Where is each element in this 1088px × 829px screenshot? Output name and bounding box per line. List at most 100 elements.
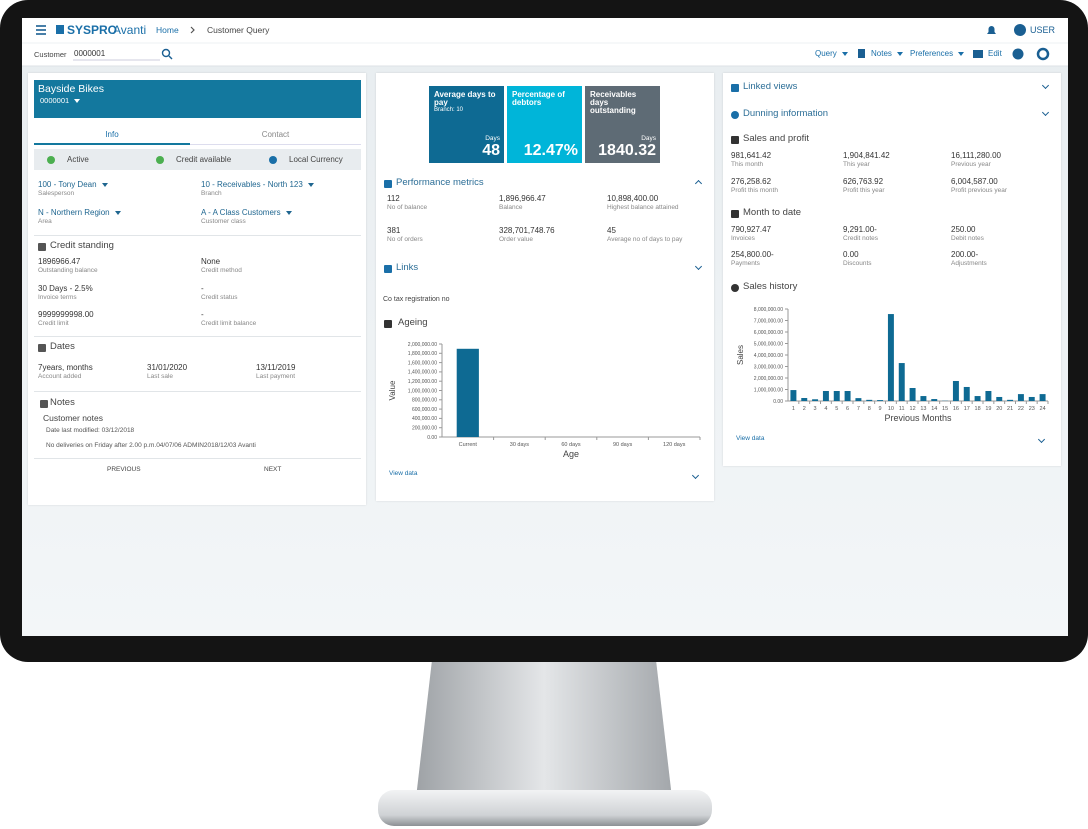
help-icon[interactable] xyxy=(1012,48,1024,60)
field-value: 0.00 xyxy=(843,250,859,259)
field-label: This year xyxy=(843,161,870,168)
field-label: Adjustments xyxy=(951,260,987,267)
user-name[interactable]: USER xyxy=(1030,25,1056,35)
y-tick-label: 6,000,000.00 xyxy=(754,330,783,336)
section-title[interactable]: Linked views xyxy=(743,81,798,92)
view-data[interactable]: View data xyxy=(389,470,418,477)
icon xyxy=(731,210,739,218)
menu-item[interactable]: Preferences xyxy=(910,49,964,58)
field-value: 30 Days - 2.5% xyxy=(38,284,93,293)
icon xyxy=(156,156,164,164)
y-tick-label: 1,600,000.00 xyxy=(408,360,437,366)
field-label: No of orders xyxy=(387,236,423,243)
y-tick-label: 4,000,000.00 xyxy=(754,353,783,359)
x-tick-label: 19 xyxy=(985,406,991,412)
section-title[interactable]: Dunning information xyxy=(743,108,829,119)
kpi-value: 12.47% xyxy=(523,142,578,159)
field-value: 10,898,400.00 xyxy=(607,194,659,203)
prev-button[interactable]: PREVIOUS xyxy=(107,466,141,473)
links-text: Co tax registration no xyxy=(383,296,450,303)
x-tick-label: 23 xyxy=(1029,406,1035,412)
x-tick-label: 2 xyxy=(803,406,806,412)
y-tick-label: 600,000.00 xyxy=(412,407,437,413)
field-value: 200.00- xyxy=(951,250,979,259)
field-label: Profit this year xyxy=(843,187,885,194)
x-tick-label: 5 xyxy=(835,406,838,412)
field-value[interactable]: 100 - Tony Dean xyxy=(38,180,108,189)
search-icon[interactable] xyxy=(161,48,171,58)
input-value[interactable]: 0000001 xyxy=(74,49,106,58)
field-label: Invoice terms xyxy=(38,294,77,301)
bell-icon[interactable] xyxy=(987,26,996,34)
field-label: Balance xyxy=(499,204,523,211)
field-value: 112 xyxy=(387,194,400,203)
field-label: Branch xyxy=(201,190,222,197)
menu-item[interactable]: Edit xyxy=(988,49,1002,58)
field-value: 45 xyxy=(607,226,616,235)
field-value: 626,763.92 xyxy=(843,177,884,186)
settings-icon[interactable] xyxy=(1036,47,1050,61)
tab[interactable]: Info xyxy=(105,130,119,139)
field-value: 790,927.47 xyxy=(731,225,772,234)
icon xyxy=(269,156,277,164)
field-label: Payments xyxy=(731,260,760,267)
x-axis-title: Age xyxy=(563,449,579,459)
field-value: 381 xyxy=(387,226,401,235)
field-label: Highest balance attained xyxy=(607,204,679,211)
breadcrumb[interactable]: Home xyxy=(156,25,179,35)
x-tick-label: 17 xyxy=(964,406,970,412)
icon xyxy=(38,243,46,251)
y-tick-label: 1,000,000.00 xyxy=(754,387,783,393)
section-title: Notes xyxy=(50,397,75,408)
x-tick-label: 18 xyxy=(975,406,981,412)
section-title: Credit standing xyxy=(50,240,114,251)
x-tick-label: 20 xyxy=(996,406,1002,412)
x-tick-label: 7 xyxy=(857,406,860,412)
icon xyxy=(38,344,46,352)
y-tick-label: 8,000,000.00 xyxy=(754,307,783,313)
customer-code[interactable]: 0000001 xyxy=(40,96,80,105)
menu-item[interactable]: Notes xyxy=(871,49,903,58)
tab[interactable]: Contact xyxy=(261,130,290,139)
product-name: Avanti xyxy=(113,23,147,37)
field-value: 328,701,748.76 xyxy=(499,226,555,235)
field-value[interactable]: A - A Class Customers xyxy=(201,208,292,217)
section-title: Dates xyxy=(50,341,75,352)
bar xyxy=(909,388,916,401)
x-tick-label: 120 days xyxy=(663,442,686,448)
icon xyxy=(731,111,739,119)
status-bar xyxy=(34,149,361,170)
field-value: 16,111,280.00 xyxy=(951,151,1001,160)
field-label: Account added xyxy=(38,373,82,380)
bar xyxy=(456,348,479,437)
divider xyxy=(34,336,361,337)
y-tick-label: 1,200,000.00 xyxy=(408,379,437,385)
user-icon[interactable] xyxy=(1014,24,1026,36)
field-value: 981,641.42 xyxy=(731,151,772,160)
next-button[interactable]: NEXT xyxy=(264,466,282,473)
field-label: Salesperson xyxy=(38,190,75,197)
x-axis-title: Previous Months xyxy=(884,413,952,423)
field-value: - xyxy=(201,310,204,319)
x-tick-label: 1 xyxy=(792,406,795,412)
field-value[interactable]: 10 - Receivables - North 123 xyxy=(201,180,314,189)
y-tick-label: 2,000,000.00 xyxy=(408,342,437,348)
icon xyxy=(731,136,739,144)
menu-item[interactable]: Query xyxy=(815,49,848,58)
bar xyxy=(974,396,981,401)
kpi-tile: Receivables days outstanding Days 1840.32 xyxy=(585,86,660,163)
section-title[interactable]: Performance metrics xyxy=(396,177,484,188)
x-tick-label: 90 days xyxy=(613,442,633,448)
kpi-title: Receivables days outstanding xyxy=(590,90,637,115)
field-label: Profit previous year xyxy=(951,187,1007,194)
bar xyxy=(801,398,808,401)
bar xyxy=(898,363,905,401)
bar xyxy=(996,396,1003,401)
menu-icon[interactable] xyxy=(36,25,46,35)
divider xyxy=(34,458,361,459)
section-title[interactable]: Links xyxy=(396,262,419,273)
field-value[interactable]: N - Northern Region xyxy=(38,208,121,217)
icon xyxy=(731,284,739,292)
view-data[interactable]: View data xyxy=(736,435,765,442)
chart: 0.00 200,000.00 400,000.00 600,000.00 800,00… xyxy=(388,342,701,459)
